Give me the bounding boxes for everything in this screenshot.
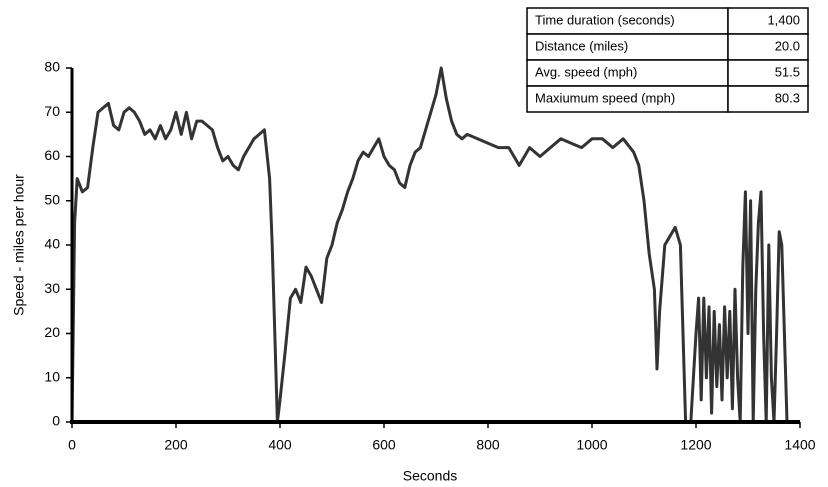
table-value: 51.5 bbox=[775, 64, 800, 79]
table-label: Avg. speed (mph) bbox=[535, 64, 637, 79]
x-tick-label: 1400 bbox=[784, 437, 815, 453]
y-tick-label: 70 bbox=[44, 103, 60, 119]
x-tick-label: 1000 bbox=[576, 437, 607, 453]
y-axis-title: Speed - miles per hour bbox=[11, 174, 27, 316]
table-label: Time duration (seconds) bbox=[535, 12, 675, 27]
table-label: Maxiumum speed (mph) bbox=[535, 90, 675, 105]
y-tick-label: 40 bbox=[44, 236, 60, 252]
speed-line bbox=[70, 66, 790, 424]
table-value: 20.0 bbox=[775, 38, 800, 53]
table-label: Distance (miles) bbox=[535, 38, 628, 53]
x-tick-label: 400 bbox=[268, 437, 292, 453]
x-tick-label: 0 bbox=[68, 437, 76, 453]
y-tick-label: 10 bbox=[44, 368, 60, 384]
x-tick-label: 200 bbox=[164, 437, 188, 453]
y-tick-label: 20 bbox=[44, 324, 60, 340]
table-cell bbox=[526, 85, 729, 113]
table-cell bbox=[727, 33, 809, 61]
table-value: 1,400 bbox=[767, 12, 800, 27]
y-tick-label: 60 bbox=[44, 147, 60, 163]
y-tick-label: 0 bbox=[52, 413, 60, 429]
table-cell bbox=[727, 59, 809, 87]
x-tick-label: 1200 bbox=[680, 437, 711, 453]
y-tick-label: 50 bbox=[44, 191, 60, 207]
x-axis-title: Seconds bbox=[403, 468, 457, 484]
table-cell bbox=[526, 7, 729, 35]
x-tick-label: 600 bbox=[372, 437, 396, 453]
table-cell bbox=[727, 85, 809, 113]
stats-table: Time duration (seconds) 1,400 Distance (mi… bbox=[526, 7, 809, 113]
x-tick-label: 800 bbox=[476, 437, 500, 453]
y-tick-label: 30 bbox=[44, 280, 60, 296]
table-value: 80.3 bbox=[775, 90, 800, 105]
y-tick-label: 80 bbox=[44, 59, 60, 75]
